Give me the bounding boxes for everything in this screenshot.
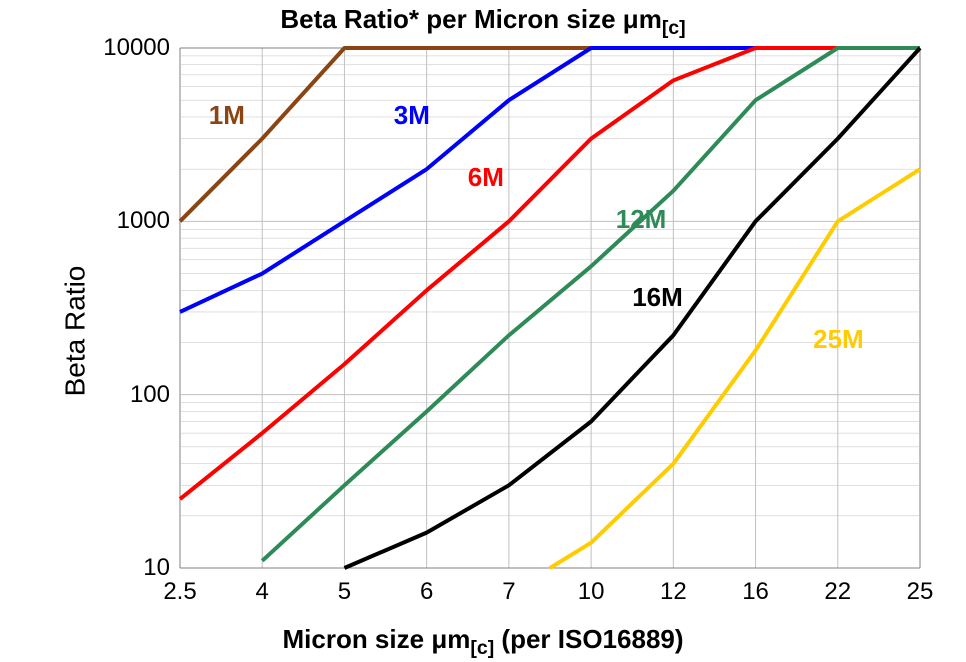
- x-tick-label: 2.5: [163, 578, 196, 606]
- y-axis-label: Beta Ratio: [59, 266, 91, 397]
- x-tick-label: 7: [502, 578, 515, 606]
- series-label: 12M: [616, 204, 667, 235]
- series-label: 25M: [813, 324, 864, 355]
- title-text-pre: Beta Ratio* per Micron size: [280, 4, 622, 34]
- title-m: m: [639, 4, 662, 34]
- title-sub: [c]: [662, 17, 686, 39]
- x-tick-label: 5: [338, 578, 351, 606]
- plot-svg: [180, 48, 920, 568]
- title-mu: μ: [623, 4, 639, 34]
- y-tick-label: 1000: [117, 207, 170, 235]
- series-line: [550, 169, 920, 568]
- series-label: 6M: [468, 162, 504, 193]
- y-tick-label: 10000: [103, 34, 170, 62]
- xlabel-pre: Micron size: [282, 624, 431, 654]
- y-tick-label: 100: [130, 381, 170, 409]
- xlabel-m: m: [447, 624, 470, 654]
- xlabel-sub: [c]: [470, 637, 494, 659]
- xlabel-post: (per ISO16889): [494, 624, 683, 654]
- x-tick-label: 4: [256, 578, 269, 606]
- series-label: 1M: [209, 100, 245, 131]
- chart-container: Beta Ratio* per Micron size μm[c] Beta R…: [0, 0, 966, 662]
- x-tick-label: 6: [420, 578, 433, 606]
- x-tick-label: 12: [660, 578, 687, 606]
- x-tick-label: 10: [578, 578, 605, 606]
- plot-area: 101001000100002.5456710121622251M3M6M12M…: [180, 48, 920, 568]
- series-label: 3M: [394, 100, 430, 131]
- x-tick-label: 22: [824, 578, 851, 606]
- x-tick-label: 16: [742, 578, 769, 606]
- series-label: 16M: [632, 282, 683, 313]
- x-axis-label: Micron size μm[c] (per ISO16889): [0, 624, 966, 660]
- xlabel-mu: μ: [431, 624, 447, 654]
- x-tick-label: 25: [907, 578, 934, 606]
